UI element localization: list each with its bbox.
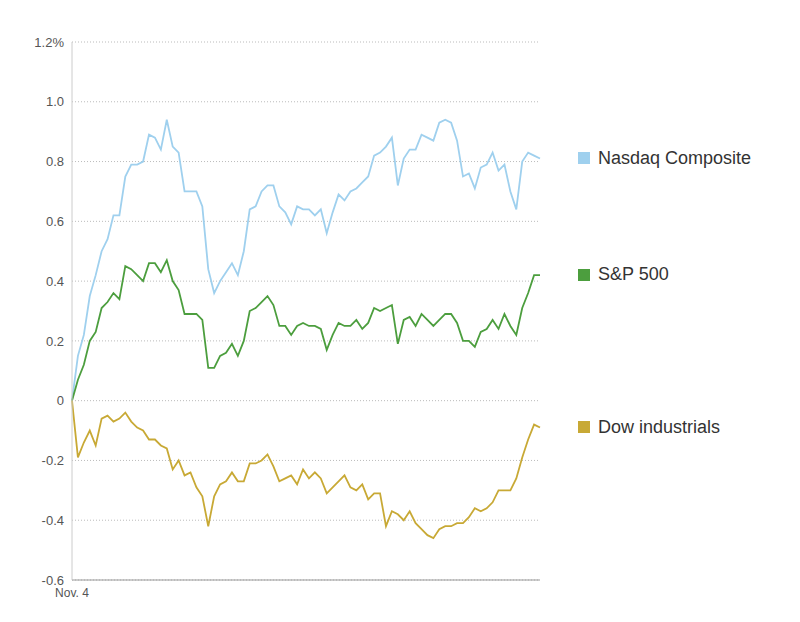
svg-text:0: 0 xyxy=(57,393,64,408)
svg-text:0.4: 0.4 xyxy=(46,274,64,289)
svg-text:0.6: 0.6 xyxy=(46,214,64,229)
svg-text:-0.4: -0.4 xyxy=(42,513,64,528)
svg-text:-0.6: -0.6 xyxy=(42,573,64,588)
html-text:Dow industrials: Dow industrials xyxy=(598,416,720,437)
svg-text:1.2%: 1.2% xyxy=(34,35,64,50)
svg-text:0.2: 0.2 xyxy=(46,334,64,349)
svg-text:-0.2: -0.2 xyxy=(42,453,64,468)
html-text:Nasdaq Composite: Nasdaq Composite xyxy=(598,147,752,168)
html-text:S&P 500: S&P 500 xyxy=(598,264,669,285)
svg-text:1.0: 1.0 xyxy=(46,94,64,109)
svg-text:Nov. 4: Nov. 4 xyxy=(55,585,89,600)
svg-text:0.8: 0.8 xyxy=(46,154,64,169)
